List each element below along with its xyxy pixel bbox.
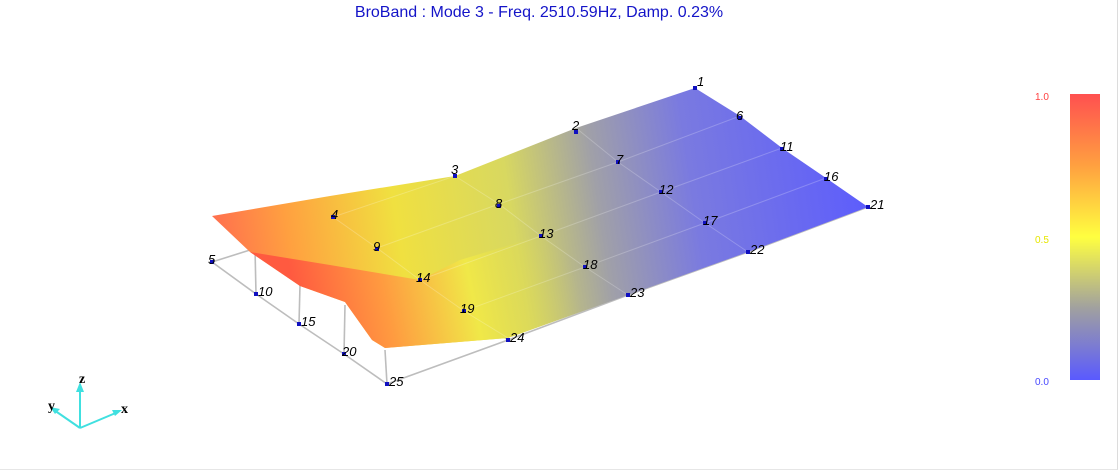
node-marker-1[interactable] bbox=[693, 86, 697, 90]
grid-line bbox=[211, 249, 251, 263]
grid-edge-left bbox=[211, 261, 257, 295]
x-axis-line bbox=[79, 411, 119, 429]
node-label-20: 20 bbox=[341, 344, 357, 359]
node-label-15: 15 bbox=[301, 314, 316, 329]
grid-line bbox=[298, 284, 301, 325]
y-arrow-icon bbox=[50, 407, 60, 414]
node-label-9: 9 bbox=[373, 239, 380, 254]
node-marker-10[interactable] bbox=[254, 292, 258, 296]
node-marker-13[interactable] bbox=[539, 234, 543, 238]
node-marker-14[interactable] bbox=[418, 278, 422, 282]
grid-edge-left bbox=[255, 293, 300, 325]
grid-line bbox=[343, 304, 346, 355]
node-label-8: 8 bbox=[495, 196, 503, 211]
colorbar-tick-max: 1.0 bbox=[1035, 92, 1049, 103]
node-marker-25[interactable] bbox=[385, 382, 389, 386]
node-label-10: 10 bbox=[258, 284, 273, 299]
node-marker-9[interactable] bbox=[375, 247, 379, 251]
deformed-surface bbox=[212, 88, 868, 348]
node-marker-2[interactable] bbox=[574, 130, 578, 134]
node-label-13: 13 bbox=[539, 226, 554, 241]
node-marker-11[interactable] bbox=[780, 147, 784, 151]
grid-line bbox=[254, 247, 257, 295]
node-label-4: 4 bbox=[331, 207, 338, 222]
node-label-1: 1 bbox=[697, 74, 704, 89]
plot-title: BroBand : Mode 3 - Freq. 2510.59Hz, Damp… bbox=[354, 4, 724, 21]
node-marker-15[interactable] bbox=[297, 322, 301, 326]
node-label-16: 16 bbox=[824, 169, 839, 184]
node-marker-16[interactable] bbox=[824, 177, 828, 181]
colorbar bbox=[1070, 94, 1100, 380]
node-label-22: 22 bbox=[749, 242, 765, 257]
z-arrow-icon bbox=[76, 382, 84, 392]
node-marker-3[interactable] bbox=[453, 174, 457, 178]
color-legend: 1.0 0.5 0.0 bbox=[1035, 92, 1100, 388]
node-marker-6[interactable] bbox=[738, 116, 742, 120]
grid-edge-front bbox=[386, 339, 509, 385]
node-label-18: 18 bbox=[583, 257, 598, 272]
node-marker-5[interactable] bbox=[210, 260, 214, 264]
node-marker-23[interactable] bbox=[626, 293, 630, 297]
node-marker-22[interactable] bbox=[746, 250, 750, 254]
node-label-2: 2 bbox=[571, 118, 580, 133]
coordinate-triad: z y x bbox=[48, 372, 128, 429]
node-label-3: 3 bbox=[451, 162, 459, 177]
node-marker-4[interactable] bbox=[331, 215, 335, 219]
node-marker-8[interactable] bbox=[497, 204, 501, 208]
node-marker-12[interactable] bbox=[659, 190, 663, 194]
node-marker-7[interactable] bbox=[616, 160, 620, 164]
z-axis-label: z bbox=[79, 372, 85, 387]
node-marker-18[interactable] bbox=[583, 265, 587, 269]
node-marker-17[interactable] bbox=[703, 221, 707, 225]
node-label-17: 17 bbox=[703, 213, 718, 228]
colorbar-tick-mid: 0.5 bbox=[1035, 235, 1049, 246]
node-marker-21[interactable] bbox=[866, 205, 870, 209]
colorbar-tick-min: 0.0 bbox=[1035, 377, 1049, 388]
node-label-25: 25 bbox=[388, 374, 404, 389]
node-label-7: 7 bbox=[616, 152, 624, 167]
node-marker-24[interactable] bbox=[506, 338, 510, 342]
node-label-6: 6 bbox=[736, 108, 744, 123]
node-label-14: 14 bbox=[416, 270, 430, 285]
grid-line bbox=[384, 349, 388, 385]
node-marker-19[interactable] bbox=[462, 309, 466, 313]
node-label-5: 5 bbox=[208, 252, 216, 267]
x-arrow-icon bbox=[112, 410, 122, 416]
node-label-11: 11 bbox=[780, 139, 794, 154]
y-axis-label: y bbox=[48, 399, 55, 414]
node-label-12: 12 bbox=[659, 182, 674, 197]
grid-edge-left bbox=[343, 353, 388, 385]
node-label-24: 24 bbox=[509, 330, 524, 345]
node-label-19: 19 bbox=[460, 301, 474, 316]
node-marker-20[interactable] bbox=[342, 352, 346, 356]
x-axis-label: x bbox=[121, 402, 128, 417]
grid-edge-left bbox=[298, 323, 345, 355]
node-label-21: 21 bbox=[869, 197, 884, 212]
y-axis-line bbox=[53, 409, 81, 429]
node-label-23: 23 bbox=[629, 285, 645, 300]
grid-edge-front bbox=[507, 294, 629, 341]
node-markers: 1234567891011121314151617181920212223242… bbox=[208, 74, 884, 389]
